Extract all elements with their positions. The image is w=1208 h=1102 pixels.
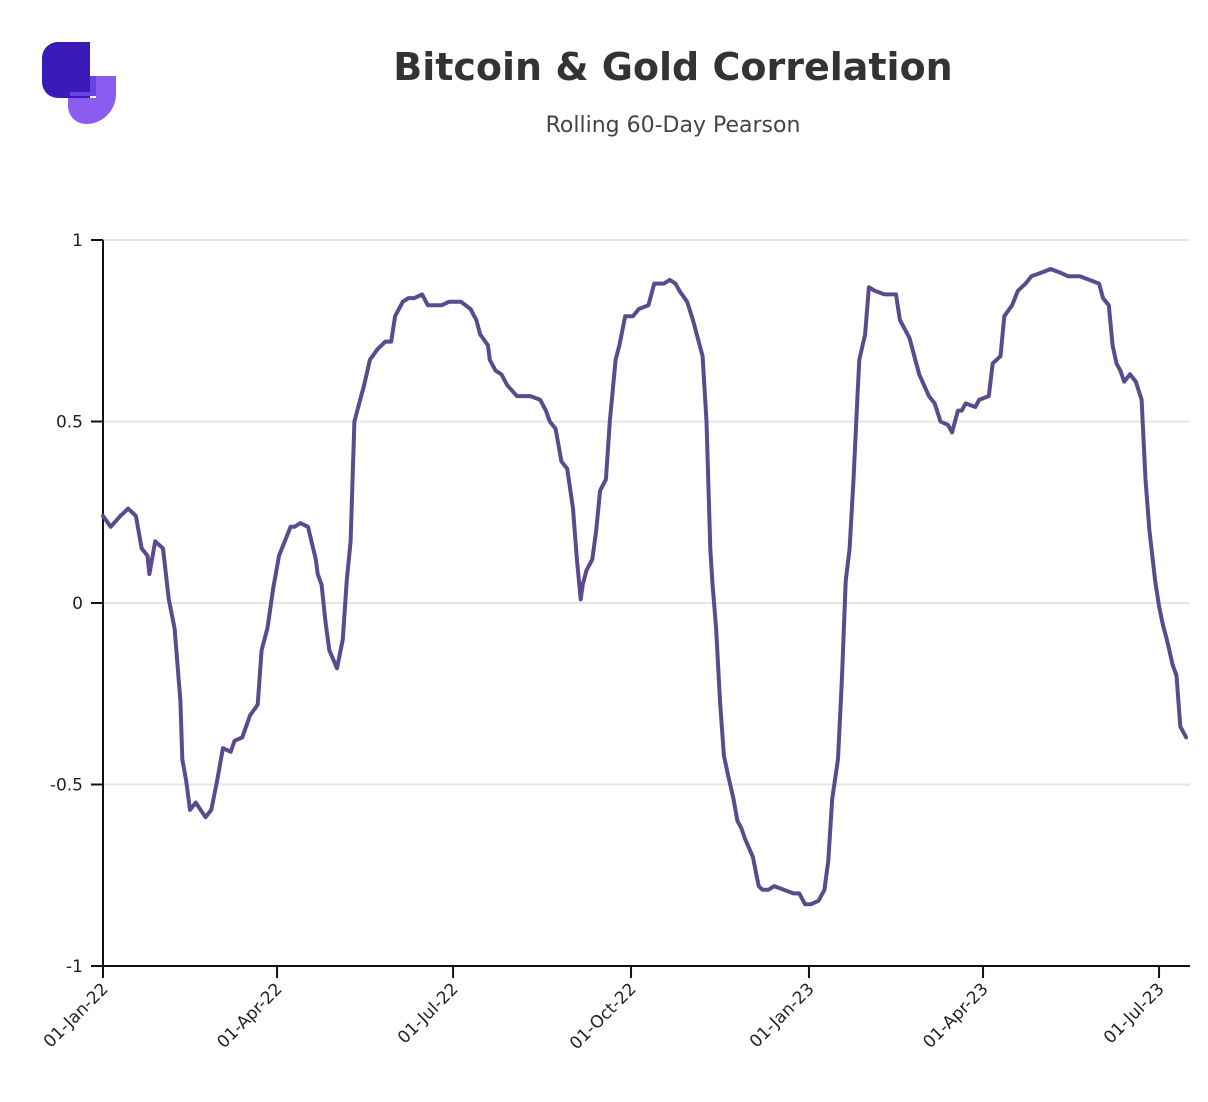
y-tick-label: 0.5 bbox=[56, 413, 83, 433]
x-tick-label: 01-Jul-22 bbox=[394, 979, 463, 1048]
logo-shape bbox=[68, 76, 116, 124]
y-tick-label: 1 bbox=[72, 231, 83, 251]
chart-title: Bitcoin & Gold Correlation bbox=[393, 45, 952, 89]
x-tick-label: 01-Jan-22 bbox=[40, 979, 113, 1052]
x-tick-label: 01-Oct-22 bbox=[566, 979, 641, 1054]
y-tick-label: -0.5 bbox=[50, 776, 83, 796]
x-tick-label: 01-Apr-23 bbox=[919, 979, 992, 1052]
chart-subtitle: Rolling 60-Day Pearson bbox=[546, 113, 801, 138]
logo-shape bbox=[42, 42, 90, 98]
x-tick-label: 01-Apr-22 bbox=[213, 979, 286, 1052]
logo bbox=[42, 42, 116, 124]
x-tick-label: 01-Jul-23 bbox=[1100, 979, 1169, 1048]
y-tick-label: -1 bbox=[66, 957, 83, 977]
y-tick-label: 0 bbox=[72, 594, 83, 614]
logo-shape bbox=[70, 76, 96, 96]
x-tick-label: 01-Jan-23 bbox=[746, 979, 819, 1052]
line-series bbox=[101, 267, 1189, 907]
